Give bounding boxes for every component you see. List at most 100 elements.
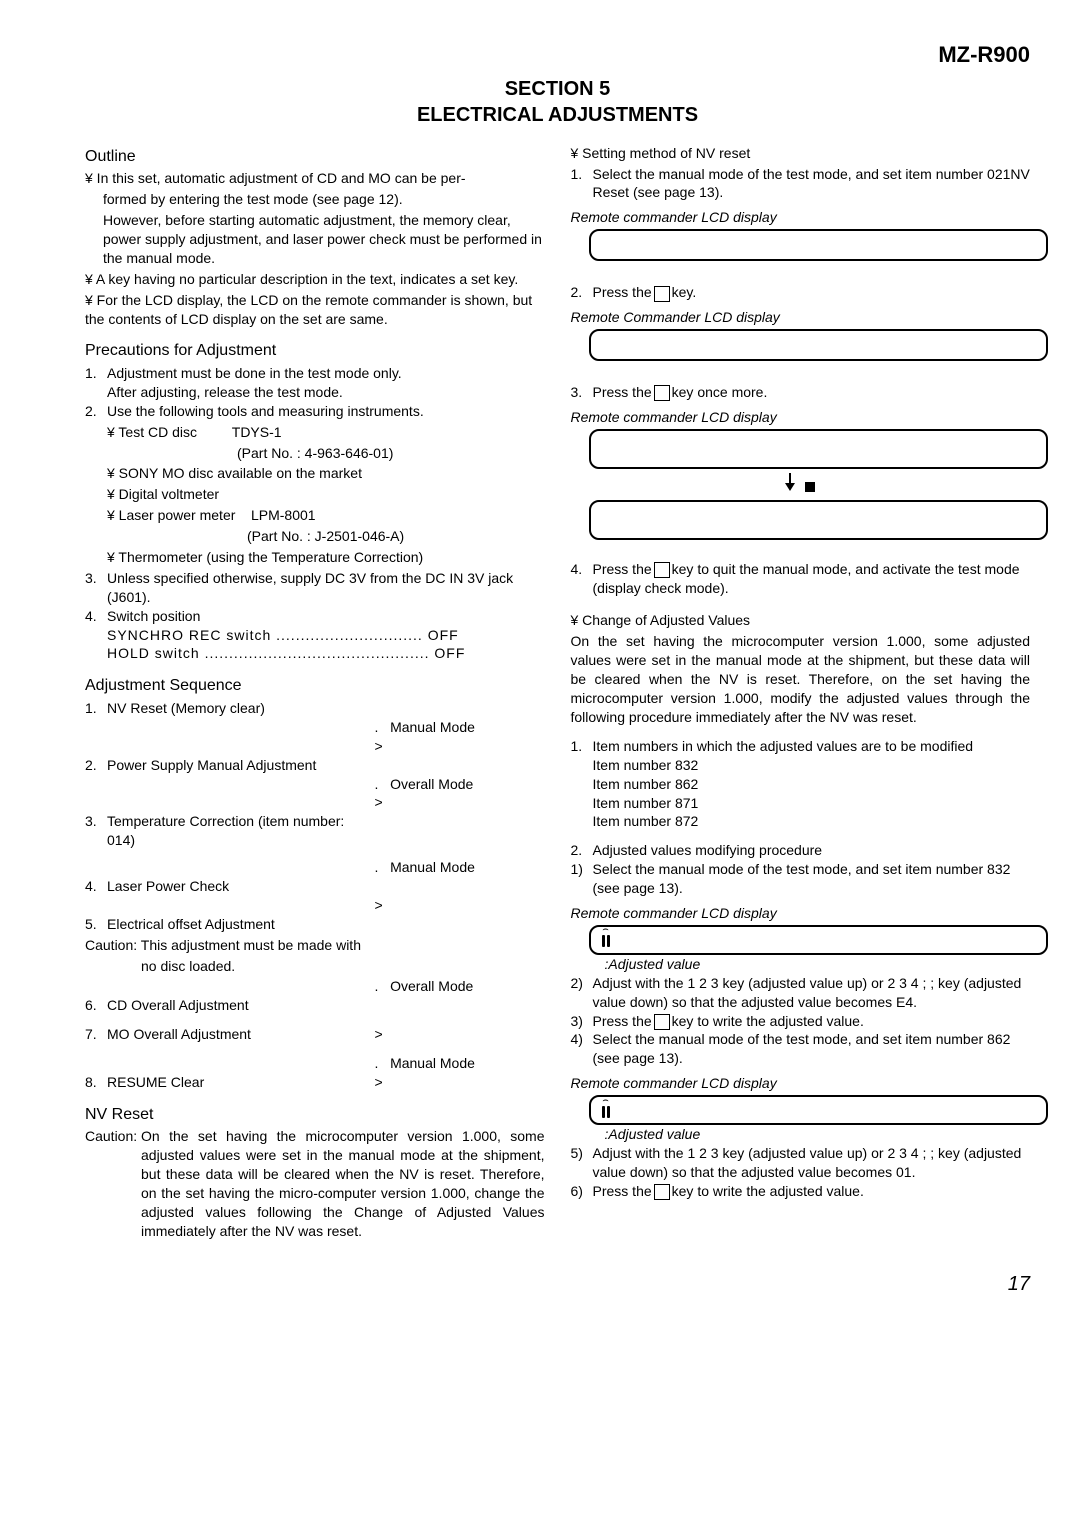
key-box-icon: [654, 286, 670, 302]
lcd-box-3b: [589, 500, 1049, 540]
arrow-dot-icon: .: [375, 859, 379, 875]
adj-value-2: :Adjusted value: [571, 1125, 1031, 1144]
seq-2-mode-text: Overall Mode: [390, 776, 473, 792]
prec-4: 4. Switch position SYNCHRO REC switch ..…: [85, 607, 545, 664]
seq-5-label: Electrical offset Adjustment: [107, 915, 365, 934]
lcd-cap-3: Remote commander LCD display: [571, 408, 1031, 427]
nvreset-caution: Caution: On the set having the microcomp…: [85, 1127, 545, 1240]
change-heading: ¥ Change of Adjusted Values: [571, 611, 1031, 630]
step-4-text: Press thekey to quit the manual mode, an…: [593, 560, 1031, 598]
key-box-icon: [654, 1184, 670, 1200]
seq-6-mode: . Overall Mode: [85, 977, 545, 996]
chg-2-text: Adjusted values modifying procedure: [593, 841, 1031, 860]
content-columns: Outline ¥ In this set, automatic adjustm…: [85, 142, 1030, 1243]
prec-2-s4a-v: LPM-8001: [251, 507, 316, 523]
step-2-a: Press the: [593, 284, 652, 300]
prec-2: 2. Use the following tools and measuring…: [85, 402, 545, 569]
step-4: 4. Press thekey to quit the manual mode,…: [571, 560, 1031, 598]
section-title: SECTION 5 ELECTRICAL ADJUSTMENTS: [85, 76, 1030, 128]
prec-2-s5: ¥ Thermometer (using the Temperature Cor…: [107, 548, 545, 567]
step-3-text: Press thekey once more.: [593, 383, 1031, 402]
arrow-dot-icon: .: [375, 719, 379, 735]
seq-2: 2. Power Supply Manual Adjustment: [85, 756, 545, 775]
chg-2-3-b: key to write the adjusted value.: [672, 1013, 864, 1029]
prec-2-s1b: (Part No. : 4-963-646-01): [237, 444, 545, 463]
seq-7-num: 7.: [85, 1025, 107, 1044]
prec-4-num: 4.: [85, 607, 107, 664]
outline-heading: Outline: [85, 146, 545, 168]
page-number: 17: [85, 1271, 1030, 1298]
chg-2-3-num: 3): [571, 1012, 593, 1031]
lcd-box-5: ⌢: [589, 1095, 1049, 1125]
seq-4-label: Laser Power Check: [107, 877, 365, 896]
seq-6-num: 6.: [85, 996, 107, 1015]
prec-2-num: 2.: [85, 402, 107, 569]
seq-1-label: NV Reset (Memory clear): [107, 699, 365, 718]
seq-4-mode: . Manual Mode: [85, 858, 545, 877]
seq-7: 7. MO Overall Adjustment >: [85, 1025, 545, 1044]
lcd-cap-2: Remote Commander LCD display: [571, 308, 1031, 327]
arrow-gt-icon: >: [375, 738, 383, 754]
prec-2-s4: ¥ Laser power meter LPM-8001: [107, 506, 545, 525]
prec-2-s4b: (Part No. : J-2501-046-A): [247, 527, 545, 546]
chg-2-3: 3) Press thekey to write the adjusted va…: [571, 1012, 1031, 1031]
seq-6: 6. CD Overall Adjustment: [85, 996, 545, 1015]
chg-2-2: 2) Adjust with the 1 2 3 key (adjusted v…: [571, 974, 1031, 1012]
prec-4-s2: HOLD switch ............................…: [107, 644, 545, 663]
seq-3-label: Temperature Correction (item number: 014…: [107, 812, 365, 850]
seq-3-num: 3.: [85, 812, 107, 831]
chg-2-5-num: 5): [571, 1144, 593, 1182]
change-para: On the set having the microcomputer vers…: [571, 632, 1031, 726]
lcd-cap-1: Remote commander LCD display: [571, 208, 1031, 227]
seq-1-mode-text: Manual Mode: [390, 719, 475, 735]
outline-b2: ¥ A key having no particular description…: [85, 270, 545, 289]
seq-1-arrow: >: [85, 737, 545, 756]
prec-3: 3. Unless specified otherwise, supply DC…: [85, 569, 545, 607]
chg-2: 2. Adjusted values modifying procedure: [571, 841, 1031, 860]
seq-4-mode-text: Manual Mode: [390, 859, 475, 875]
seq-8: 8. RESUME Clear >: [85, 1073, 545, 1092]
seq-8-label: RESUME Clear: [107, 1073, 365, 1092]
step-1: 1. Select the manual mode of the test mo…: [571, 165, 1031, 203]
step-1-text: Select the manual mode of the test mode,…: [593, 165, 1031, 203]
arrow-dot-icon: .: [375, 1055, 379, 1071]
right-column: ¥ Setting method of NV reset 1. Select t…: [571, 142, 1031, 1243]
arrow-gt-icon: >: [375, 794, 383, 810]
seq-2-arrow: >: [85, 793, 545, 812]
lcd-box-1: [589, 229, 1049, 261]
step-2-text: Press thekey.: [593, 283, 1031, 302]
chg-2-6-b: key to write the adjusted value.: [672, 1183, 864, 1199]
step-3-b: key once more.: [672, 384, 768, 400]
down-arrow-wrap: [571, 473, 1031, 496]
lcd-box-3a: [589, 429, 1049, 469]
seq-1-num: 1.: [85, 699, 107, 718]
down-arrow-icon: [785, 473, 795, 491]
chg-2-1-text: Select the manual mode of the test mode,…: [593, 860, 1031, 898]
seq-7-label: MO Overall Adjustment: [107, 1025, 365, 1044]
prec-2-s2: ¥ SONY MO disc available on the market: [107, 464, 545, 483]
chg-2-6-num: 6): [571, 1182, 593, 1201]
seq-4-arrow: >: [85, 896, 545, 915]
prec-4-text: Switch position: [107, 607, 545, 626]
chg-1: 1. Item numbers in which the adjusted va…: [571, 737, 1031, 831]
chg-2-4-num: 4): [571, 1030, 593, 1068]
pause-icon: ⌢: [601, 1098, 611, 1123]
chg-2-4: 4) Select the manual mode of the test mo…: [571, 1030, 1031, 1068]
chg-1-i1: Item number 832: [593, 756, 1031, 775]
chg-2-6: 6) Press thekey to write the adjusted va…: [571, 1182, 1031, 1201]
prec-3-num: 3.: [85, 569, 107, 607]
prec-1b: After adjusting, release the test mode.: [107, 383, 545, 402]
seq-3: 3. Temperature Correction (item number: …: [85, 812, 545, 850]
step-4-num: 4.: [571, 560, 593, 598]
chg-2-1: 1) Select the manual mode of the test mo…: [571, 860, 1031, 898]
section-title-l2: ELECTRICAL ADJUSTMENTS: [417, 104, 698, 126]
seq-2-mode: . Overall Mode: [85, 775, 545, 794]
step-2: 2. Press thekey.: [571, 283, 1031, 302]
step-3-num: 3.: [571, 383, 593, 402]
prec-2-s1a: ¥ Test CD disc: [107, 424, 197, 440]
precautions-heading: Precautions for Adjustment: [85, 340, 545, 362]
lcd-cap-5: Remote commander LCD display: [571, 1074, 1031, 1093]
seq-6-mode-text: Overall Mode: [390, 978, 473, 994]
prec-1-num: 1.: [85, 364, 107, 402]
prec-2-text: Use the following tools and measuring in…: [107, 402, 545, 421]
